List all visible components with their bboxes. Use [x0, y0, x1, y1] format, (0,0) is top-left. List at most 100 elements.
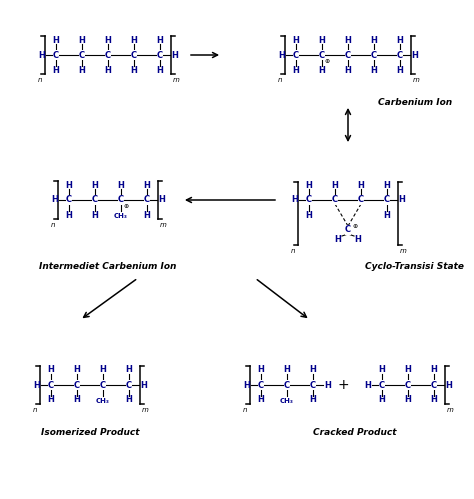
- Text: H: H: [430, 396, 438, 405]
- Text: H: H: [379, 365, 385, 375]
- Text: n: n: [33, 407, 37, 413]
- Text: H: H: [38, 50, 45, 59]
- Text: C: C: [157, 50, 163, 59]
- Text: C: C: [358, 196, 364, 205]
- Text: H: H: [140, 381, 147, 390]
- Text: C: C: [345, 50, 351, 59]
- Text: H: H: [383, 181, 391, 190]
- Text: H: H: [335, 236, 341, 245]
- Text: C: C: [66, 196, 72, 205]
- Text: H: H: [257, 365, 264, 375]
- Text: H: H: [91, 181, 99, 190]
- Text: H: H: [53, 65, 59, 74]
- Text: ⊕: ⊕: [123, 204, 128, 209]
- Text: Isomerized Product: Isomerized Product: [41, 428, 139, 437]
- Text: H: H: [411, 50, 418, 59]
- Text: C: C: [53, 50, 59, 59]
- Text: H: H: [345, 35, 351, 44]
- Text: H: H: [100, 365, 107, 375]
- Text: H: H: [79, 65, 85, 74]
- Text: H: H: [310, 365, 317, 375]
- Text: H: H: [405, 396, 411, 405]
- Text: H: H: [283, 365, 291, 375]
- Text: n: n: [243, 407, 247, 413]
- Text: Intermediet Carbenium Ion: Intermediet Carbenium Ion: [39, 262, 177, 271]
- Text: CH₃: CH₃: [96, 398, 110, 404]
- Text: H: H: [144, 211, 150, 220]
- Text: C: C: [345, 226, 351, 235]
- Text: H: H: [105, 65, 111, 74]
- Text: n: n: [291, 248, 295, 254]
- Text: C: C: [306, 196, 312, 205]
- Text: H: H: [47, 396, 55, 405]
- Text: H: H: [53, 35, 59, 44]
- Text: C: C: [118, 196, 124, 205]
- Text: H: H: [130, 65, 137, 74]
- Text: H: H: [306, 211, 312, 220]
- Text: C: C: [74, 381, 80, 390]
- Text: C: C: [293, 50, 299, 59]
- Text: H: H: [319, 35, 326, 44]
- Text: H: H: [319, 65, 326, 74]
- Text: H: H: [156, 65, 164, 74]
- Text: C: C: [310, 381, 316, 390]
- Text: H: H: [33, 381, 40, 390]
- Text: C: C: [319, 50, 325, 59]
- Text: H: H: [156, 35, 164, 44]
- Text: H: H: [397, 35, 403, 44]
- Text: H: H: [65, 181, 73, 190]
- Text: Carbenium Ion: Carbenium Ion: [378, 98, 452, 107]
- Text: C: C: [379, 381, 385, 390]
- Text: H: H: [397, 65, 403, 74]
- Text: H: H: [65, 211, 73, 220]
- Text: C: C: [332, 196, 338, 205]
- Text: H: H: [243, 381, 250, 390]
- Text: H: H: [331, 181, 338, 190]
- Text: n: n: [51, 222, 55, 228]
- Text: m: m: [399, 248, 406, 254]
- Text: H: H: [398, 196, 405, 205]
- Text: C: C: [405, 381, 411, 390]
- Text: H: H: [292, 65, 300, 74]
- Text: C: C: [100, 381, 106, 390]
- Text: C: C: [284, 381, 290, 390]
- Text: H: H: [130, 35, 137, 44]
- Text: H: H: [278, 50, 285, 59]
- Text: Cracked Product: Cracked Product: [313, 428, 397, 437]
- Text: +: +: [337, 378, 349, 392]
- Text: C: C: [79, 50, 85, 59]
- Text: CH₃: CH₃: [114, 213, 128, 219]
- Text: m: m: [172, 77, 179, 83]
- Text: H: H: [47, 365, 55, 375]
- Text: H: H: [371, 35, 377, 44]
- Text: C: C: [431, 381, 437, 390]
- Text: H: H: [118, 181, 125, 190]
- Text: H: H: [364, 381, 371, 390]
- Text: H: H: [73, 396, 81, 405]
- Text: H: H: [379, 396, 385, 405]
- Text: H: H: [371, 65, 377, 74]
- Text: H: H: [357, 181, 365, 190]
- Text: m: m: [159, 222, 166, 228]
- Text: C: C: [92, 196, 98, 205]
- Text: H: H: [383, 211, 391, 220]
- Text: H: H: [126, 396, 132, 405]
- Text: H: H: [306, 181, 312, 190]
- Text: H: H: [79, 35, 85, 44]
- Text: H: H: [105, 35, 111, 44]
- Text: C: C: [48, 381, 54, 390]
- Text: H: H: [257, 396, 264, 405]
- Text: ⊕: ⊕: [324, 58, 329, 63]
- Text: C: C: [105, 50, 111, 59]
- Text: C: C: [397, 50, 403, 59]
- Text: H: H: [126, 365, 132, 375]
- Text: H: H: [158, 196, 165, 205]
- Text: H: H: [445, 381, 452, 390]
- Text: H: H: [405, 365, 411, 375]
- Text: H: H: [324, 381, 331, 390]
- Text: H: H: [430, 365, 438, 375]
- Text: C: C: [126, 381, 132, 390]
- Text: ⊕: ⊕: [352, 224, 357, 229]
- Text: C: C: [384, 196, 390, 205]
- Text: m: m: [447, 407, 453, 413]
